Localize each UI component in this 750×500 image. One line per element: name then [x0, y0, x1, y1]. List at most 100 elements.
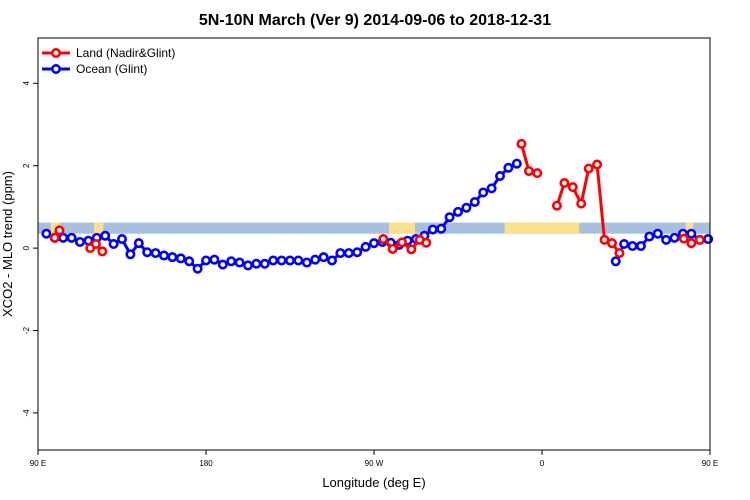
data-point — [310, 254, 321, 265]
data-point — [360, 241, 371, 252]
data-point — [251, 258, 262, 269]
data-point — [610, 256, 621, 267]
land-band-segment — [94, 222, 104, 234]
data-point — [583, 163, 594, 174]
data-point — [523, 166, 534, 177]
data-point — [343, 248, 354, 259]
data-point — [576, 198, 587, 209]
legend-label: Land (Nadir&Glint) — [76, 46, 175, 60]
legend-marker — [50, 47, 61, 58]
data-point — [627, 241, 638, 252]
series-land — [49, 138, 705, 259]
x-tick-label: 90 E — [30, 459, 46, 468]
series-layer — [41, 138, 714, 274]
data-point — [90, 239, 101, 250]
data-point — [268, 255, 279, 266]
data-point — [201, 255, 212, 266]
chart-title: 5N-10N March (Ver 9) 2014-09-06 to 2018-… — [199, 12, 551, 29]
data-point — [599, 234, 610, 245]
data-point — [532, 168, 543, 179]
x-tick-label: 90 W — [365, 459, 384, 468]
data-point — [301, 257, 312, 268]
x-tick-label: 0 — [540, 459, 545, 468]
data-point — [703, 234, 714, 245]
data-point — [100, 230, 111, 241]
data-point — [427, 224, 438, 235]
data-point — [192, 263, 203, 274]
data-point — [452, 206, 463, 217]
land-band-segment — [388, 222, 416, 234]
data-point — [421, 237, 432, 248]
data-point — [606, 238, 617, 249]
data-point — [669, 232, 680, 243]
data-point — [686, 238, 697, 249]
data-point — [516, 138, 527, 149]
data-point — [436, 223, 447, 234]
data-point — [494, 171, 505, 182]
data-point — [66, 232, 77, 243]
y-axis-title: XCO2 - MLO trend (ppm) — [0, 171, 15, 317]
data-point — [678, 233, 689, 244]
ocean-band — [38, 222, 710, 234]
legend-marker — [50, 64, 61, 75]
x-axis-title: Longitude (deg E) — [322, 475, 425, 490]
data-point — [284, 255, 295, 266]
data-point — [133, 238, 144, 249]
data-point — [150, 248, 161, 259]
data-point — [503, 162, 514, 173]
data-point — [352, 247, 363, 258]
data-point — [469, 196, 480, 207]
data-point — [243, 260, 254, 271]
data-point — [567, 182, 578, 193]
data-point — [159, 250, 170, 261]
data-point — [41, 228, 52, 239]
x-axis: 90 E 180 90 W 0 90 E — [30, 450, 718, 468]
data-point — [326, 255, 337, 266]
data-point — [592, 159, 603, 170]
x-tick-label: 180 — [199, 459, 213, 468]
data-point — [125, 249, 136, 260]
x-tick-label: 90 E — [702, 459, 718, 468]
data-point — [54, 225, 65, 236]
data-point — [652, 228, 663, 239]
data-point — [511, 158, 522, 169]
data-point — [49, 232, 60, 243]
data-point — [117, 234, 128, 245]
data-point — [226, 256, 237, 267]
data-point — [75, 236, 86, 247]
y-tick-label: 4 — [22, 81, 31, 86]
legend: Land (Nadir&Glint) Ocean (Glint) — [42, 46, 175, 76]
data-point — [486, 183, 497, 194]
data-point — [259, 258, 270, 269]
y-tick-label: -2 — [22, 326, 31, 334]
series-ocean — [41, 158, 714, 274]
data-point — [478, 187, 489, 198]
data-point — [644, 231, 655, 242]
data-point — [175, 253, 186, 264]
data-point — [661, 234, 672, 245]
legend-item: Land (Nadir&Glint) — [42, 46, 175, 60]
data-point — [276, 255, 287, 266]
data-point — [97, 246, 108, 257]
data-point — [461, 202, 472, 213]
legend-label: Ocean (Glint) — [76, 62, 147, 76]
data-point — [142, 247, 153, 258]
data-point — [694, 234, 705, 245]
data-point — [387, 243, 398, 254]
data-point — [614, 248, 625, 259]
latitude-band — [38, 222, 710, 234]
data-point — [293, 255, 304, 266]
data-point — [184, 256, 195, 267]
y-tick-label: 0 — [22, 245, 31, 250]
data-point — [217, 259, 228, 270]
land-band-segment — [685, 222, 694, 234]
data-point — [396, 237, 407, 248]
data-point — [234, 257, 245, 268]
y-tick-label: 2 — [22, 163, 31, 168]
data-point — [378, 234, 389, 245]
data-point — [368, 238, 379, 249]
y-axis: -4 -2 0 2 4 — [22, 81, 38, 416]
data-point — [635, 241, 646, 252]
data-point — [406, 244, 417, 255]
